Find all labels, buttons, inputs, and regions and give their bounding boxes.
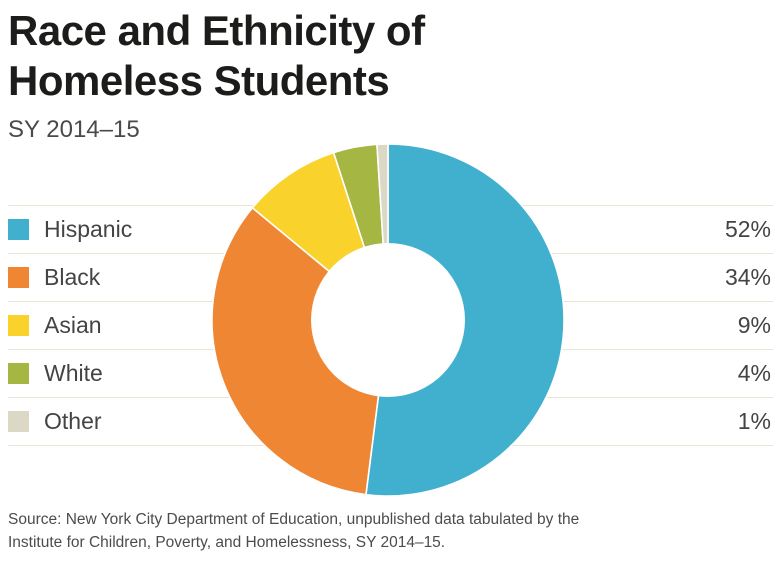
- legend-value: 9%: [737, 312, 771, 338]
- legend-label: Black: [44, 264, 101, 290]
- donut-hole: [311, 243, 465, 397]
- donut-slice-black: [211, 206, 389, 496]
- legend-label: Other: [44, 408, 102, 434]
- donut-chart: [211, 143, 565, 497]
- legend-value: 34%: [724, 264, 771, 290]
- chart-title-line2: Homeless Students: [8, 57, 390, 104]
- chart-title-line1: Race and Ethnicity of: [8, 7, 425, 54]
- legend-value: 4%: [737, 360, 771, 386]
- legend-label: White: [44, 360, 103, 386]
- legend-value: 52%: [724, 216, 771, 242]
- legend-label: Hispanic: [44, 216, 133, 242]
- legend-swatch-black: [8, 267, 29, 288]
- source-line2: Institute for Children, Poverty, and Hom…: [8, 534, 446, 551]
- legend-value: 1%: [737, 408, 771, 434]
- source-line1: Source: New York City Department of Educ…: [8, 511, 580, 528]
- chart-subtitle: SY 2014–15: [8, 116, 140, 143]
- legend-swatch-hispanic: [8, 219, 29, 240]
- chart-title: Race and Ethnicity of Homeless Students: [8, 6, 425, 106]
- legend-label: Asian: [44, 312, 102, 338]
- legend-swatch-other: [8, 411, 29, 432]
- legend-swatch-white: [8, 363, 29, 384]
- source-note: Source: New York City Department of Educ…: [8, 508, 579, 554]
- legend-swatch-asian: [8, 315, 29, 336]
- legend: Hispanic 52% Black 34% Asian 9% White 4% Other 1%: [8, 205, 773, 446]
